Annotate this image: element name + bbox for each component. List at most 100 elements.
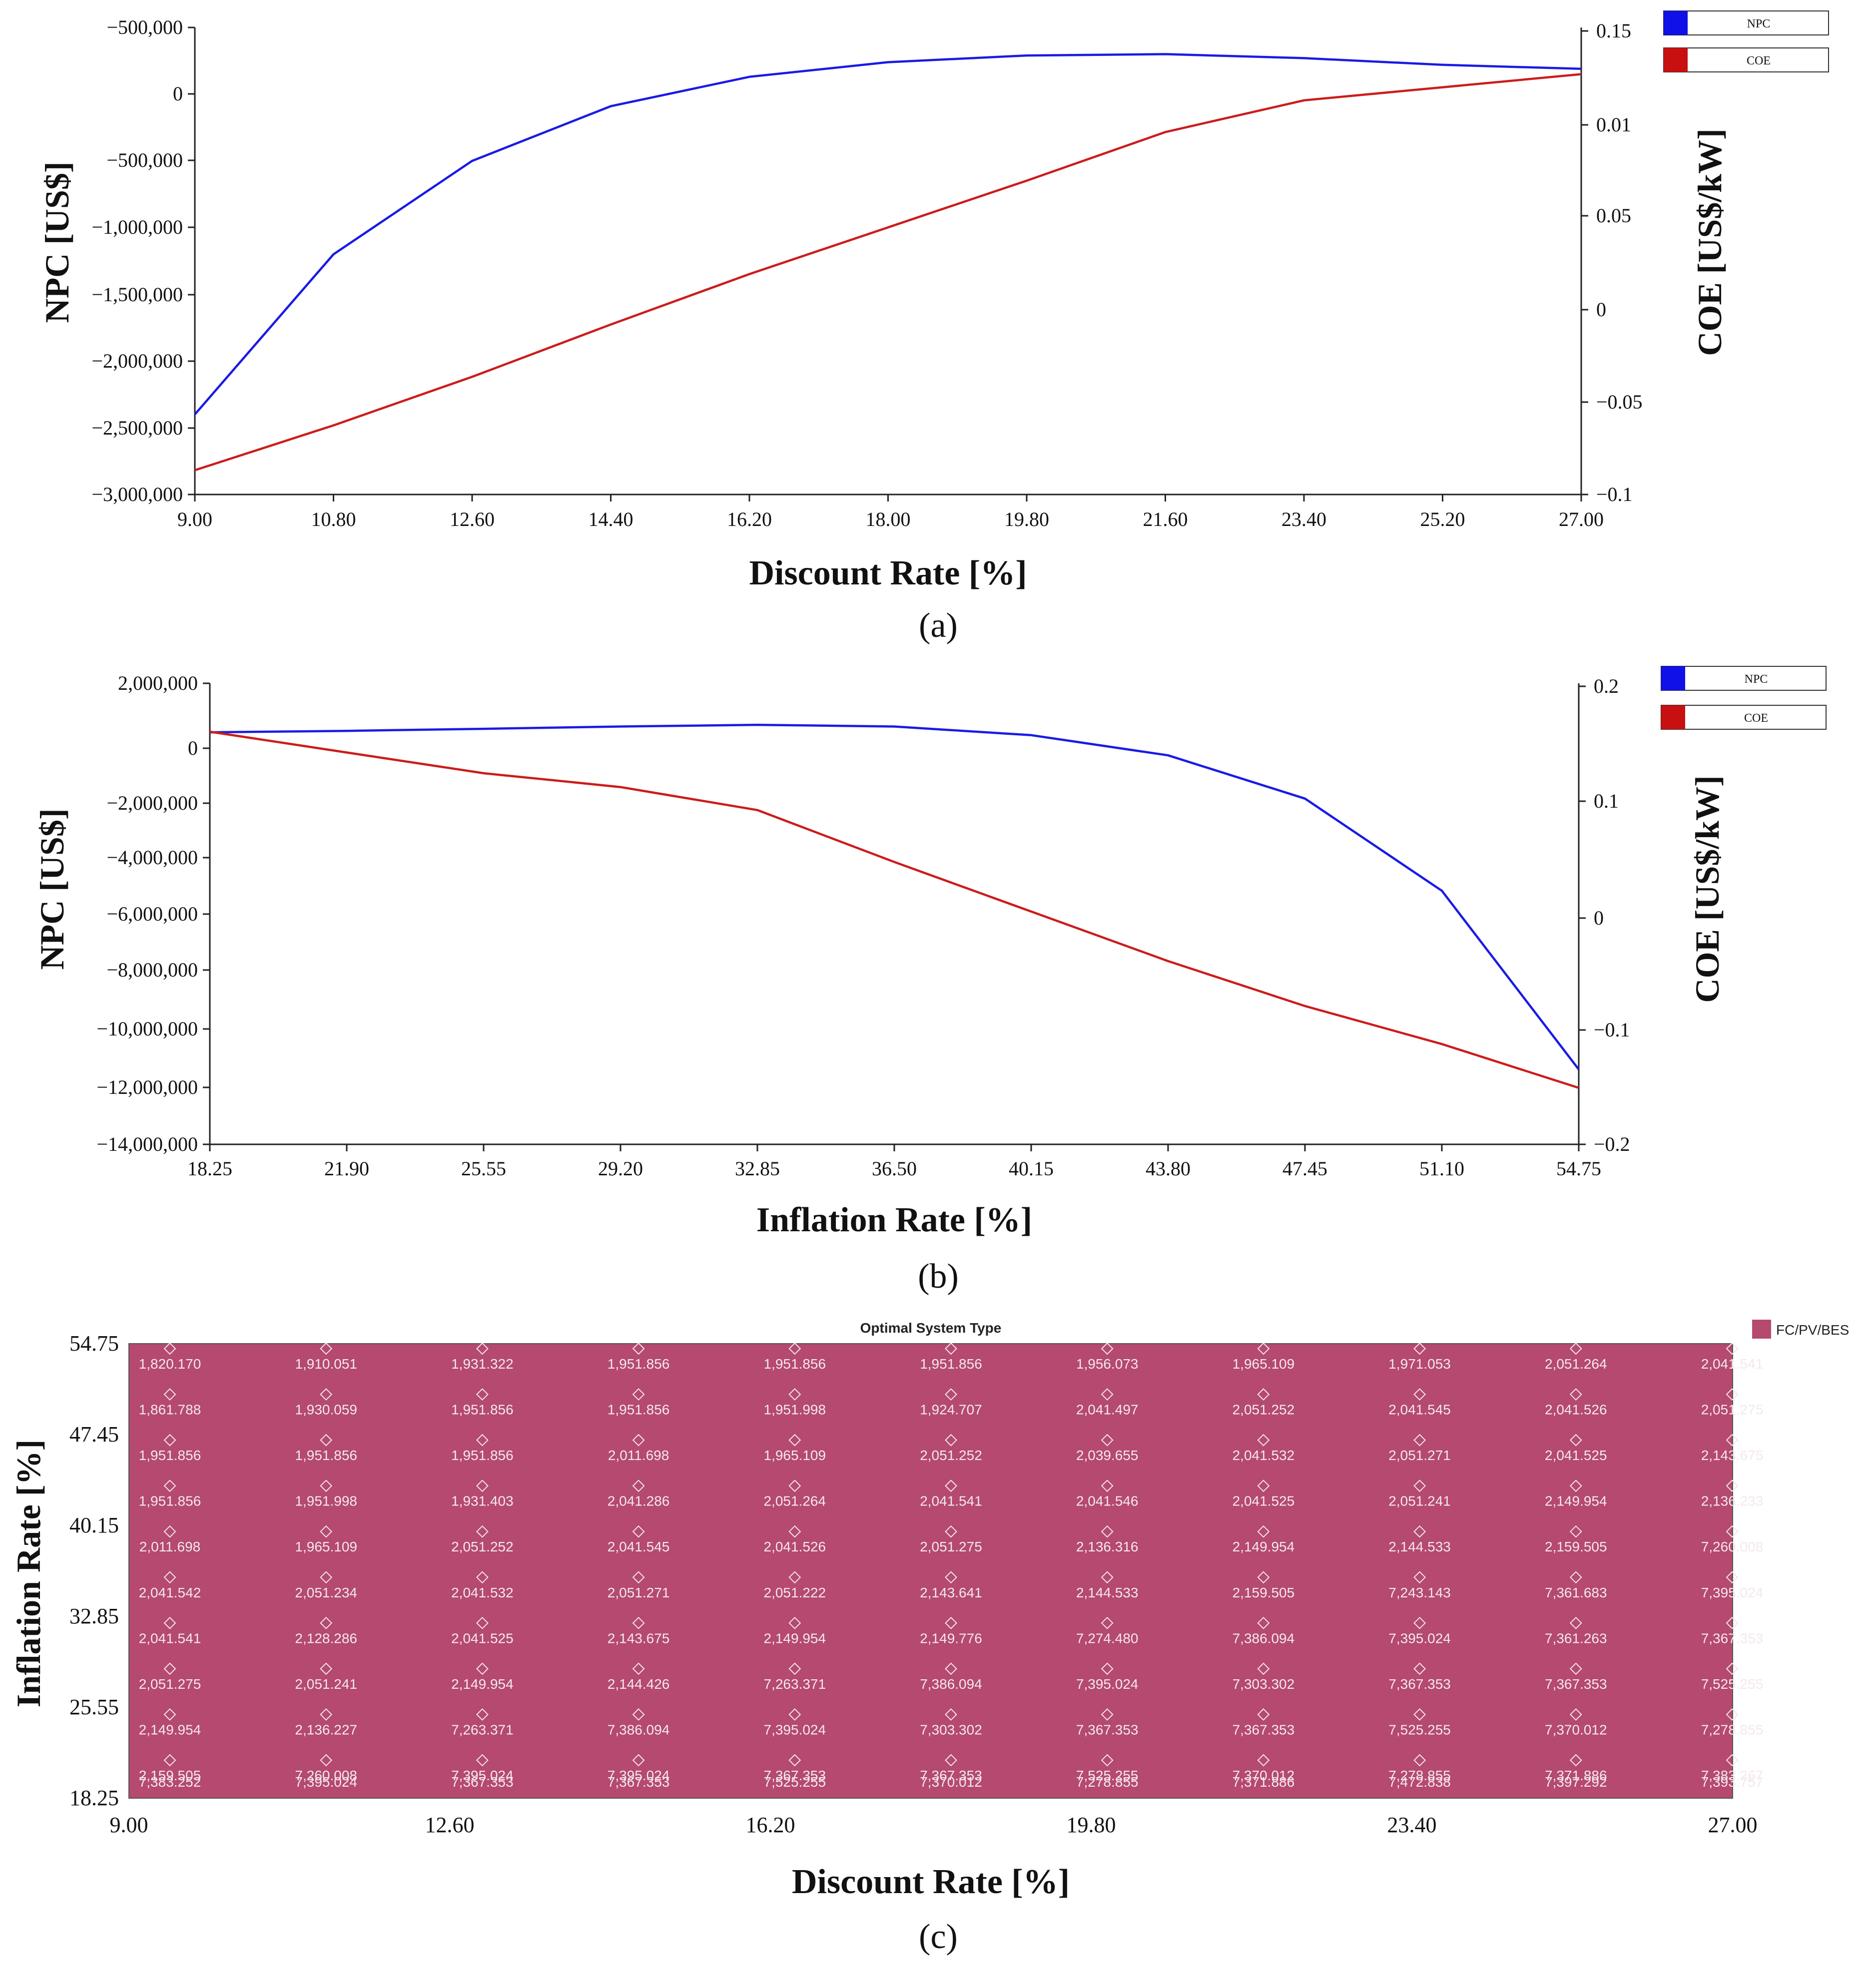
cell-value: 7,395.024: [1076, 1676, 1139, 1692]
grid-diamond-marker: [1569, 1708, 1582, 1721]
cell-value: 1,971.053: [1388, 1356, 1451, 1372]
series-line-npc: [209, 723, 1580, 1070]
cell-value: 7,367.353: [764, 1768, 826, 1783]
cell-value: 2,051.252: [451, 1539, 514, 1554]
cell-value: 7,371.886: [1233, 1774, 1295, 1790]
cell-value: 2,051.234: [295, 1585, 357, 1600]
y2-tick-label: −0.2: [1594, 1133, 1630, 1155]
cell-value: 7,263.371: [764, 1676, 826, 1692]
y-tick-label: −12,000,000: [96, 1076, 198, 1098]
cell-value: 2,041.541: [920, 1493, 982, 1509]
x-tick-label: 23.40: [1281, 508, 1326, 530]
y-tick-label: 32.85: [69, 1604, 119, 1628]
grid-diamond-marker: [632, 1571, 645, 1584]
cell-value: 7,370.012: [1545, 1722, 1607, 1737]
grid-diamond-marker: [1101, 1616, 1114, 1629]
grid-diamond-marker: [788, 1662, 801, 1675]
panel-caption: (b): [918, 1257, 959, 1296]
cell-value: 2,149.954: [764, 1630, 826, 1646]
grid-diamond-marker: [1257, 1525, 1270, 1538]
cell-value: 2,051.241: [1388, 1493, 1451, 1509]
grid-diamond-marker: [788, 1616, 801, 1629]
cell-value: 1,965.109: [764, 1448, 826, 1463]
cell-value: 1,951.856: [608, 1356, 670, 1372]
y-axis-title: NPC [US$]: [33, 809, 71, 970]
grid-diamond-marker: [476, 1616, 489, 1629]
grid-diamond-marker: [1569, 1434, 1582, 1447]
cell-value: 2,144.426: [608, 1676, 670, 1692]
grid-diamond-marker: [788, 1708, 801, 1721]
x-tick-label: 43.80: [1146, 1157, 1191, 1180]
cell-value: 7,370.012: [1233, 1768, 1295, 1783]
cell-value: 7,303.302: [1233, 1676, 1295, 1692]
cell-value: 2,149.954: [451, 1676, 514, 1692]
x-tick-label: 16.20: [746, 1813, 795, 1837]
x-tick-label: 12.60: [425, 1813, 475, 1837]
x-tick-label: 25.20: [1420, 508, 1465, 530]
cell-value: 2,159.505: [1545, 1539, 1607, 1554]
cell-value: 2,041.542: [139, 1585, 201, 1600]
grid-diamond-marker: [163, 1434, 176, 1447]
grid-diamond-marker: [163, 1571, 176, 1584]
grid-diamond-marker: [1101, 1434, 1114, 1447]
grid-diamond-marker: [476, 1342, 489, 1355]
cell-value: 2,011.698: [608, 1448, 669, 1463]
grid-diamond-marker: [320, 1480, 333, 1492]
x-tick-label: 32.85: [735, 1157, 780, 1180]
grid-diamond-marker: [1413, 1388, 1426, 1401]
legend-swatch-coe: [1661, 705, 1685, 729]
grid-diamond-marker: [945, 1616, 957, 1629]
grid-diamond-marker: [320, 1388, 333, 1401]
grid-diamond-marker: [1569, 1525, 1582, 1538]
cell-value: 2,128.286: [295, 1630, 357, 1646]
grid-diamond-marker: [476, 1571, 489, 1584]
cell-value: 2,136.233: [1701, 1493, 1764, 1509]
grid-diamond-marker: [163, 1708, 176, 1721]
cell-value: 7,395.024: [608, 1768, 670, 1783]
cell-value: 7,370.012: [920, 1774, 982, 1790]
grid-diamond-marker: [632, 1754, 645, 1767]
x-tick-label: 27.00: [1559, 508, 1604, 530]
cell-value: 2,149.954: [139, 1722, 201, 1737]
cell-value: 7,361.263: [1545, 1630, 1607, 1646]
y2-tick-label: 0: [1596, 298, 1606, 321]
x-tick-label: 40.15: [1009, 1157, 1054, 1180]
grid-diamond-marker: [788, 1434, 801, 1447]
cell-value: 7,525.255: [1076, 1768, 1139, 1783]
x-tick-label: 18.25: [187, 1157, 232, 1180]
y2-axis-title: COE [US$/kW]: [1688, 775, 1726, 1002]
legend-swatch-npc: [1664, 11, 1688, 35]
cell-value: 1,951.856: [295, 1448, 357, 1463]
chart-title: Optimal System Type: [860, 1320, 1002, 1336]
grid-diamond-marker: [476, 1754, 489, 1767]
grid-diamond-marker: [1569, 1754, 1582, 1767]
cell-value: 1,951.856: [608, 1402, 670, 1418]
legend-swatch-fc-pv-bes: [1752, 1320, 1771, 1339]
cell-value: 2,039.655: [1076, 1448, 1139, 1463]
cell-value: 7,367.353: [451, 1774, 514, 1790]
grid-diamond-marker: [320, 1616, 333, 1629]
x-tick-label: 12.60: [450, 508, 495, 530]
grid-diamond-marker: [1101, 1480, 1114, 1492]
grid-diamond-marker: [945, 1342, 957, 1355]
y2-tick-label: 0.1: [1594, 790, 1619, 812]
cell-value: 7,367.353: [920, 1768, 982, 1783]
grid-diamond-marker: [1257, 1662, 1270, 1675]
grid-diamond-marker: [1726, 1525, 1739, 1538]
grid-diamond-marker: [163, 1480, 176, 1492]
cell-value: 1,910.051: [295, 1356, 357, 1372]
y-axis-title: Inflation Rate [%]: [9, 1440, 47, 1707]
cell-value: 2,041.525: [1233, 1493, 1295, 1509]
x-tick-label: 23.40: [1387, 1813, 1437, 1837]
grid-diamond-marker: [1413, 1754, 1426, 1767]
cell-value: 1,965.109: [1233, 1356, 1295, 1372]
legend-label: FC/PV/BES: [1776, 1322, 1849, 1338]
x-tick-label: 51.10: [1419, 1157, 1464, 1180]
grid-diamond-marker: [1257, 1616, 1270, 1629]
legend-label: COE: [1744, 712, 1768, 725]
cell-value: 1,951.998: [764, 1402, 826, 1418]
cell-value: 2,041.545: [1388, 1402, 1451, 1418]
y2-tick-label: 0.01: [1596, 113, 1631, 136]
cell-value: 7,525.255: [764, 1774, 826, 1790]
